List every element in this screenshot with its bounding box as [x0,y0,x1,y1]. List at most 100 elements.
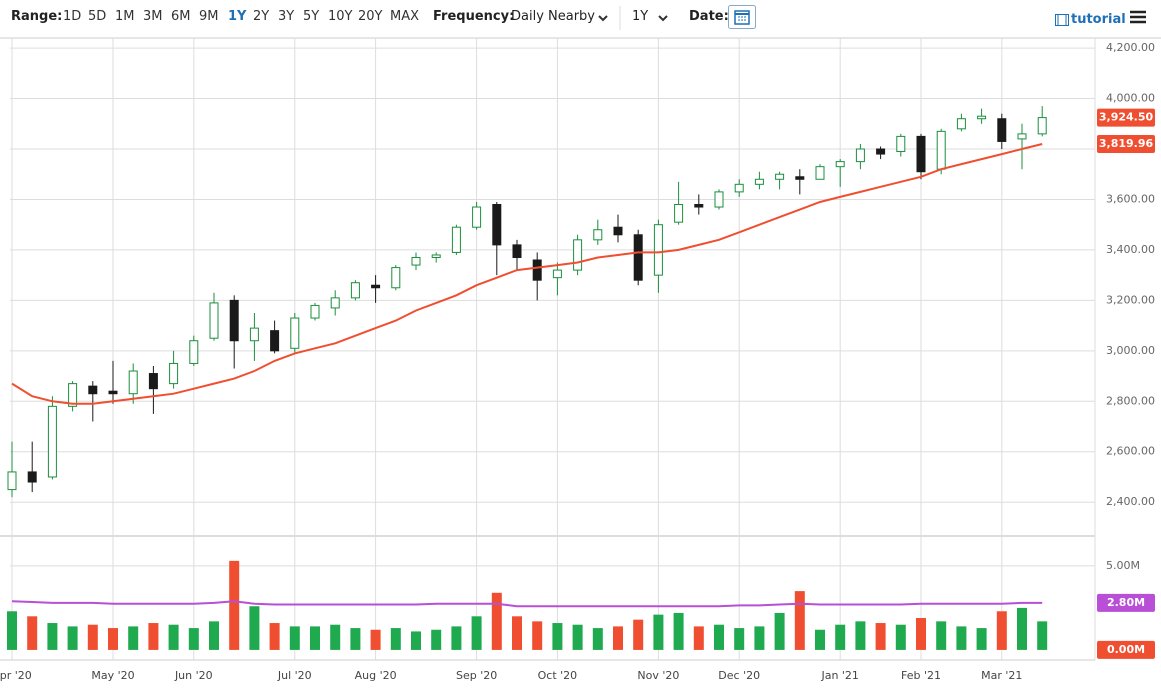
candle-body [674,204,684,223]
volume-bar [774,612,785,650]
volume-bar [512,616,522,650]
candle-body [189,340,199,364]
candle-body [270,330,280,352]
volume-bar [875,623,886,650]
y-tick-label: 3,400.00 [1106,243,1155,256]
range-button[interactable]: 1M [115,9,135,24]
volume-bar [572,624,583,650]
volume-bar [491,592,502,650]
candle-body [633,234,643,281]
candle-body [169,362,179,385]
candle-body [290,317,300,349]
last-price-label-text: 3,924.50 [1099,111,1154,124]
candle-body [977,115,987,120]
volume-bar [714,624,724,650]
range-button[interactable]: 9M [199,9,219,24]
range-button[interactable]: 2Y [253,9,270,24]
volume-bar [148,623,159,650]
range-button[interactable]: 1D [63,9,82,24]
volume-bar [815,629,825,650]
volume-bar [451,626,462,650]
candle-body [411,256,421,266]
y-tick-label: 2,600.00 [1106,445,1155,458]
range-button[interactable]: 5Y [303,9,320,24]
y-tick-label: 2,800.00 [1106,394,1155,407]
candle-body [27,471,37,483]
candle-body [128,370,138,395]
x-tick-label: Oct '20 [538,669,578,682]
candle-body [451,226,461,253]
volume-bar [128,626,139,650]
volume-bar [633,619,644,650]
y-tick-label: 4,000.00 [1106,92,1155,105]
y-tick-label: 3,000.00 [1106,344,1155,357]
x-tick-label: Nov '20 [637,669,679,682]
candle-body [431,254,441,258]
range-button[interactable]: 10Y [328,9,353,24]
y-tick-label: 2,400.00 [1106,495,1155,508]
candle-body [371,284,381,289]
chevron[interactable] [597,13,609,23]
x-tick-label: Aug '20 [355,669,397,682]
volume-bar [7,611,17,650]
volume-bar [532,621,543,650]
x-tick-label: Jun '20 [174,669,213,682]
volume-bar [108,628,118,650]
range-button[interactable]: 3Y [278,9,295,24]
menu-button[interactable] [1130,10,1146,24]
volume-bar [653,614,664,650]
tutorial-icon[interactable] [1055,14,1069,26]
moving-average-label [1097,134,1155,153]
range-button[interactable]: 20Y [358,9,383,24]
candle-body [653,224,663,276]
candle-body [88,385,98,395]
x-tick-label: Jan '21 [820,669,858,682]
frequency-label: Frequency: [433,9,515,24]
volume-bar [87,624,98,650]
candle-body [835,161,845,168]
candle-body [714,191,724,208]
volume-bar [835,624,846,650]
range-button[interactable]: 3M [143,9,163,24]
volume-bar [936,621,947,650]
range-button[interactable]: MAX [390,9,420,24]
candle-body [68,383,78,407]
moving-average-label-text: 3,819.96 [1099,137,1154,150]
volume-bar [188,628,199,650]
range-label: Range: [11,9,63,24]
chevron[interactable] [657,13,669,23]
range-button[interactable]: 6M [171,9,191,24]
candle-body [694,204,704,208]
candle-body [492,204,502,246]
volume-bar [895,624,906,650]
volume-bar [411,631,421,650]
candle-body [209,302,219,339]
volume-average-label [1097,593,1155,612]
volume-bar [613,626,623,650]
candle-body [613,226,623,236]
x-tick-label: Apr '20 [0,669,32,682]
x-tick-label: Dec '20 [718,669,760,682]
candle-body [350,282,360,299]
candle-body [310,304,320,319]
separator [619,6,621,30]
candle-body [734,183,744,193]
moving-average-line [11,143,1043,405]
tutorial-link[interactable]: tutorial [1071,12,1126,27]
frequency-select[interactable]: Daily Nearby [511,9,596,24]
volume-bar [209,621,219,650]
candle-body [512,244,522,258]
period-select[interactable]: 1Y [632,9,649,24]
calendar-button[interactable] [728,5,756,29]
candle-body [249,327,259,342]
x-tick-label: May '20 [91,669,134,682]
volume-bar [168,624,179,650]
volume-bar [310,626,320,650]
candle-body [775,173,785,180]
volume-bar [67,626,78,650]
candle-body [956,118,966,130]
range-button[interactable]: 1Y [228,9,247,24]
candle-body [815,166,825,180]
range-button[interactable]: 5D [88,9,107,24]
candle-body [108,390,118,395]
